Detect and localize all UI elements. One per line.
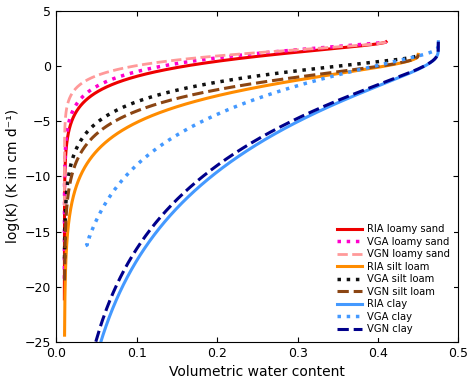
VGA clay [428, 50, 434, 55]
RIA loamy sand [315, 48, 320, 52]
VGA loamy sand [374, 41, 380, 45]
RIA silt loam [190, 100, 196, 104]
RIA clay [382, 81, 387, 86]
VGN loamy sand [374, 42, 380, 46]
Line: VGA silt loam: VGA silt loam [64, 54, 418, 259]
VGN silt loam [267, 79, 273, 83]
VGA clay [82, 243, 88, 248]
Line: RIA loamy sand: RIA loamy sand [64, 42, 386, 299]
VGN silt loam [325, 71, 330, 75]
VGA silt loam [325, 65, 330, 70]
RIA clay [318, 108, 323, 113]
Line: RIA clay: RIA clay [101, 42, 438, 342]
VGN clay [299, 114, 305, 119]
RIA silt loam [325, 73, 330, 77]
VGN silt loam [104, 124, 110, 128]
VGA loamy sand [383, 40, 389, 44]
RIA clay [410, 69, 416, 74]
VGA loamy sand [315, 46, 320, 50]
RIA loamy sand [78, 103, 83, 108]
VGN loamy sand [62, 204, 67, 208]
VGN clay [283, 122, 289, 126]
VGN silt loam [113, 118, 119, 123]
X-axis label: Volumetric water content: Volumetric water content [170, 365, 346, 380]
RIA silt loam [267, 83, 273, 87]
RIA loamy sand [210, 60, 215, 64]
VGA clay [436, 39, 441, 44]
VGA clay [433, 47, 439, 52]
VGN clay [93, 339, 99, 344]
RIA loamy sand [218, 59, 224, 63]
VGN loamy sand [383, 40, 389, 44]
VGA clay [267, 92, 273, 97]
VGN clay [340, 96, 346, 100]
VGN clay [436, 39, 441, 44]
VGA silt loam [267, 72, 273, 77]
VGN silt loam [242, 82, 248, 87]
Line: VGN silt loam: VGN silt loam [64, 54, 418, 281]
VGN loamy sand [218, 53, 224, 58]
VGN clay [374, 83, 380, 88]
VGA silt loam [242, 75, 248, 80]
RIA clay [98, 340, 104, 344]
VGN loamy sand [315, 46, 320, 51]
VGA clay [296, 83, 301, 88]
Line: RIA silt loam: RIA silt loam [64, 54, 418, 335]
Y-axis label: log(K) (K in cm d⁻¹): log(K) (K in cm d⁻¹) [6, 109, 19, 243]
RIA silt loam [415, 52, 421, 57]
RIA silt loam [104, 139, 110, 144]
VGA loamy sand [218, 55, 224, 60]
RIA silt loam [242, 87, 248, 92]
VGN silt loam [190, 92, 196, 97]
RIA clay [436, 39, 441, 44]
VGN loamy sand [78, 82, 83, 86]
RIA loamy sand [383, 40, 389, 44]
VGA loamy sand [62, 276, 67, 281]
RIA clay [435, 51, 441, 55]
Line: VGN clay: VGN clay [96, 42, 438, 341]
RIA silt loam [62, 333, 67, 338]
VGN loamy sand [374, 42, 379, 46]
Line: VGN loamy sand: VGN loamy sand [64, 42, 386, 206]
VGA clay [343, 71, 348, 75]
VGN clay [371, 84, 377, 89]
Line: VGA loamy sand: VGA loamy sand [64, 42, 386, 279]
VGA loamy sand [374, 41, 379, 45]
VGA loamy sand [210, 56, 215, 61]
VGA clay [216, 111, 221, 116]
VGA silt loam [62, 256, 67, 261]
VGA silt loam [415, 52, 421, 57]
VGN clay [365, 86, 371, 91]
RIA silt loam [113, 132, 119, 137]
VGA silt loam [190, 84, 196, 89]
VGN silt loam [415, 52, 421, 57]
RIA clay [186, 194, 192, 198]
RIA loamy sand [374, 42, 379, 46]
VGN silt loam [62, 278, 67, 283]
VGA silt loam [113, 108, 119, 113]
Line: VGA clay: VGA clay [85, 42, 438, 246]
RIA loamy sand [62, 296, 67, 301]
VGA silt loam [104, 113, 110, 118]
VGA loamy sand [78, 96, 83, 101]
RIA clay [225, 162, 230, 166]
RIA loamy sand [374, 42, 380, 46]
Legend: RIA loamy sand, VGA loamy sand, VGN loamy sand, RIA silt loam, VGA silt loam, VG: RIA loamy sand, VGA loamy sand, VGN loam… [333, 220, 455, 338]
VGN loamy sand [210, 54, 215, 59]
